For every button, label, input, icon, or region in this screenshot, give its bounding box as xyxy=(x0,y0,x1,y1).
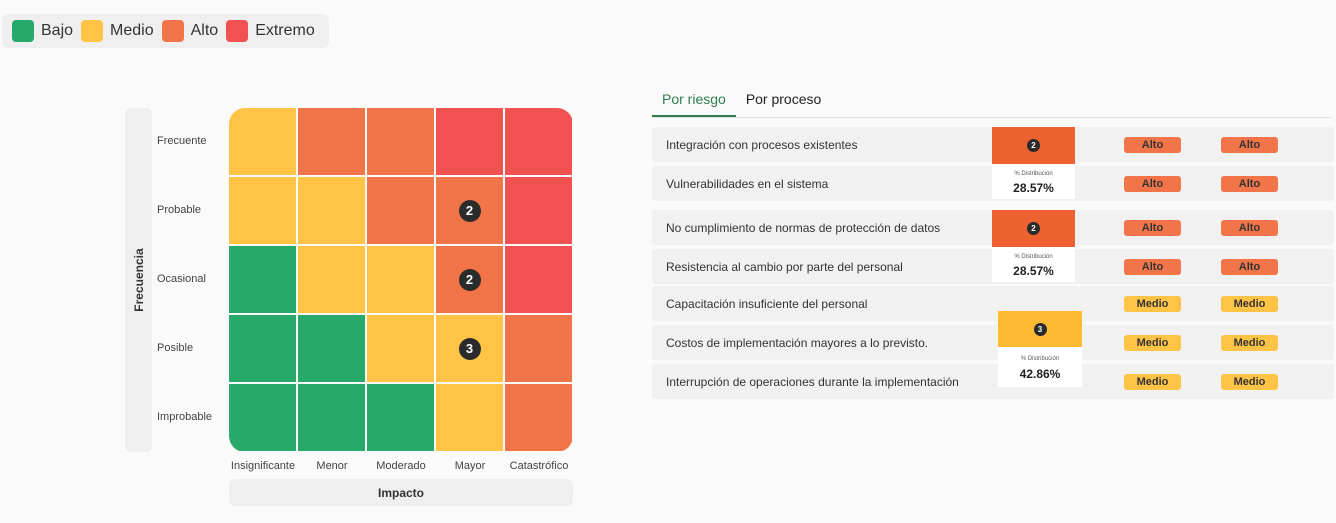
distribution-header: 2 xyxy=(992,127,1075,164)
distribution-header: 2 xyxy=(992,210,1075,247)
distribution-caption: % Distribución xyxy=(1014,254,1053,260)
matrix-cell-0-2[interactable] xyxy=(367,108,434,175)
residual-level-pill: Alto xyxy=(1221,175,1278,192)
legend-item-alto: Alto xyxy=(161,20,219,42)
x-axis-title: Impacto xyxy=(377,485,424,500)
cell-count-badge: 2 xyxy=(458,268,481,291)
col-label-mayor: Mayor xyxy=(454,460,486,472)
legend-item-medio: Medio xyxy=(81,20,154,42)
view-tabs: Por riesgo Por proceso xyxy=(652,84,1332,118)
residual-level-pill: Medio xyxy=(1221,373,1278,390)
legend-item-extremo: Extremo xyxy=(226,20,315,42)
risk-name: Costos de implementación mayores a lo pr… xyxy=(666,335,929,350)
matrix-cell-2-0[interactable] xyxy=(229,246,296,313)
matrix-cell-0-1[interactable] xyxy=(298,108,365,175)
matrix-cell-3-2[interactable] xyxy=(367,315,434,382)
distribution-count-badge: 3 xyxy=(1033,322,1047,336)
col-label-insignificante: Insignificante xyxy=(230,460,296,472)
matrix-cell-4-4[interactable] xyxy=(505,384,572,451)
matrix-cell-4-1[interactable] xyxy=(298,384,365,451)
risk-level-pill: Alto xyxy=(1124,175,1181,192)
row-label-ocasional: Ocasional xyxy=(157,273,206,285)
distribution-count-badge: 2 xyxy=(1027,222,1040,235)
matrix-cell-2-3[interactable]: 2 xyxy=(436,246,503,313)
risk-level-pill: Medio xyxy=(1124,295,1181,312)
col-label-moderado: Moderado xyxy=(376,460,426,472)
row-label-probable: Probable xyxy=(157,204,202,216)
distribution-box: 3 % Distribución 42.86% xyxy=(998,311,1082,387)
matrix-cell-4-3[interactable] xyxy=(436,384,503,451)
legend-swatch-bajo xyxy=(12,20,34,42)
matrix-cell-0-3[interactable] xyxy=(436,108,503,175)
risk-matrix: 2 2 3 xyxy=(229,108,573,452)
legend-swatch-alto xyxy=(161,20,184,42)
risk-name: Capacitación insuficiente del personal xyxy=(666,296,868,311)
distribution-value: 42.86% xyxy=(1019,367,1061,381)
legend-label: Medio xyxy=(110,22,154,39)
cell-count-badge: 2 xyxy=(458,199,481,222)
matrix-cell-3-4[interactable] xyxy=(505,315,572,382)
distribution-count-badge: 2 xyxy=(1027,139,1040,152)
matrix-cell-2-1[interactable] xyxy=(298,246,365,313)
residual-level-pill: Alto xyxy=(1221,258,1278,275)
residual-level-pill: Alto xyxy=(1221,136,1278,153)
matrix-cell-3-3[interactable]: 3 xyxy=(436,315,503,382)
risk-row[interactable]: Costos de implementación mayores a lo pr… xyxy=(652,325,1334,360)
residual-level-pill: Medio xyxy=(1221,295,1278,312)
matrix-cell-0-0[interactable] xyxy=(229,108,296,175)
x-axis-band: Impacto xyxy=(229,479,573,506)
residual-level-pill: Medio xyxy=(1221,334,1278,351)
matrix-cell-1-0[interactable] xyxy=(229,177,296,244)
y-axis-title: Frecuencia xyxy=(131,248,146,312)
row-label-posible: Posible xyxy=(157,342,194,354)
risk-legend: Bajo Medio Alto Extremo xyxy=(2,14,329,48)
risk-row[interactable]: Interrupción de operaciones durante la i… xyxy=(652,364,1334,399)
row-label-improbable: Improbable xyxy=(157,411,213,423)
y-axis-band: Frecuencia xyxy=(125,108,152,452)
cell-count-badge: 3 xyxy=(458,337,481,360)
risk-level-pill: Alto xyxy=(1124,219,1181,236)
matrix-cell-0-4[interactable] xyxy=(505,108,572,175)
matrix-cell-4-2[interactable] xyxy=(367,384,434,451)
risk-level-pill: Alto xyxy=(1124,136,1181,153)
legend-item-bajo: Bajo xyxy=(12,20,73,42)
tab-por-proceso[interactable]: Por proceso xyxy=(745,91,822,107)
legend-swatch-extremo xyxy=(226,20,249,42)
matrix-cell-1-1[interactable] xyxy=(298,177,365,244)
legend-swatch-medio xyxy=(81,20,104,42)
matrix-cell-3-1[interactable] xyxy=(298,315,365,382)
risk-name: Interrupción de operaciones durante la i… xyxy=(666,374,959,389)
col-label-menor: Menor xyxy=(316,460,348,472)
risk-name: Resistencia al cambio por parte del pers… xyxy=(666,259,903,274)
risk-level-pill: Medio xyxy=(1124,334,1181,351)
matrix-cell-1-3[interactable]: 2 xyxy=(436,177,503,244)
matrix-cell-2-2[interactable] xyxy=(367,246,434,313)
legend-label: Bajo xyxy=(41,22,74,39)
risk-row[interactable]: Capacitación insuficiente del personal Me… xyxy=(652,286,1334,321)
legend-label: Extremo xyxy=(255,22,315,39)
risk-name: Integración con procesos existentes xyxy=(666,137,858,152)
tab-por-riesgo[interactable]: Por riesgo xyxy=(652,84,736,117)
risk-name: Vulnerabilidades en el sistema xyxy=(666,176,829,191)
distribution-value: 28.57% xyxy=(1013,181,1054,195)
distribution-header: 3 xyxy=(998,311,1082,347)
row-label-frecuente: Frecuente xyxy=(157,135,207,147)
distribution-caption: % Distribución xyxy=(1020,356,1060,362)
matrix-cell-1-4[interactable] xyxy=(505,177,572,244)
distribution-box: 2 % Distribución 28.57% xyxy=(992,210,1075,282)
distribution-caption: % Distribución xyxy=(1014,171,1053,177)
distribution-box: 2 % Distribución 28.57% xyxy=(992,127,1075,199)
matrix-cell-4-0[interactable] xyxy=(229,384,296,451)
risk-level-pill: Alto xyxy=(1124,258,1181,275)
matrix-cell-3-0[interactable] xyxy=(229,315,296,382)
residual-level-pill: Alto xyxy=(1221,219,1278,236)
distribution-value: 28.57% xyxy=(1013,264,1054,278)
legend-label: Alto xyxy=(190,22,219,39)
matrix-cell-1-2[interactable] xyxy=(367,177,434,244)
risk-name: No cumplimiento de normas de protección … xyxy=(666,220,941,235)
risk-level-pill: Medio xyxy=(1124,373,1181,390)
matrix-cell-2-4[interactable] xyxy=(505,246,572,313)
col-label-catastrofico: Catastrófico xyxy=(509,460,569,472)
